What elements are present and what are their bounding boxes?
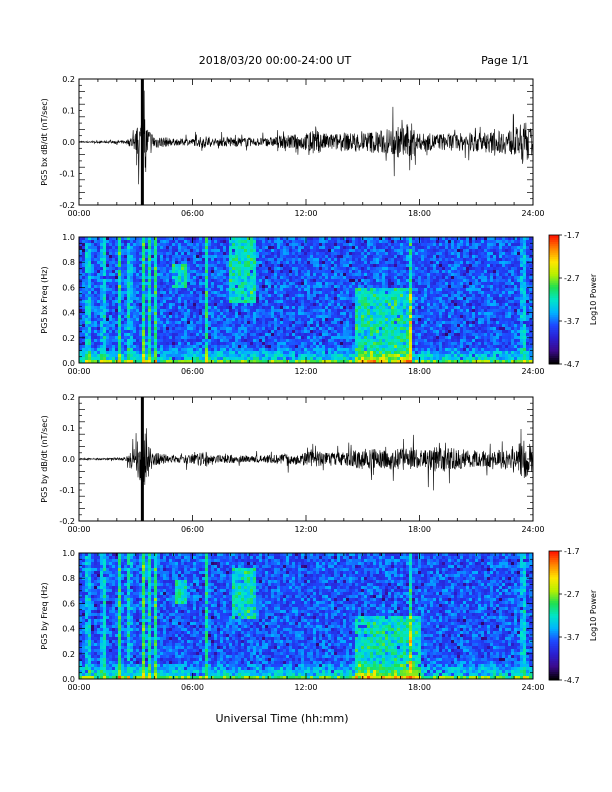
waveform-trace	[78, 90, 534, 188]
spectrogram-cells	[79, 237, 533, 363]
y-tick-label: 0.0	[62, 359, 75, 368]
y-axis-label: PG5 bx dB/dt (nT/sec)	[40, 98, 49, 185]
waveform-panel: 00:00 06:00 12:00 18:00 24:00 0.2 0.1 0.0 -0.1 -0…	[40, 393, 545, 534]
y-tick-label: -0.2	[59, 201, 75, 210]
colorbar-tick-label: -3.7	[564, 633, 580, 642]
y-tick-label: 0.4	[62, 625, 75, 634]
x-axis-title: Universal Time (hh:mm)	[216, 712, 349, 725]
x-tick-label: 24:00	[521, 683, 544, 692]
y-tick-label: -0.2	[59, 517, 75, 526]
x-tick-label: 12:00	[294, 683, 317, 692]
y-tick-label: 0.8	[62, 258, 75, 267]
colorbar-label: Log10 Power	[589, 589, 598, 641]
colorbar-tick-label: -4.7	[564, 360, 580, 369]
x-tick-label: 24:00	[521, 209, 544, 218]
y-tick-label: 0.6	[62, 283, 75, 292]
y-axis-label: PG5 by Freq (Hz)	[40, 582, 49, 649]
x-tick-label: 18:00	[408, 683, 431, 692]
colorbar: -1.7 -2.7 -3.7 -4.7 Log10 Power	[548, 547, 598, 685]
y-tick-label: 0.0	[62, 138, 75, 147]
y-tick-label: 0.1	[62, 107, 75, 116]
x-tick-label: 18:00	[408, 525, 431, 534]
spike-mark	[140, 397, 144, 521]
y-tick-label: 1.0	[62, 233, 75, 242]
y-tick-label: 0.4	[62, 309, 75, 318]
colorbar-tick-label: -4.7	[564, 676, 580, 685]
plot-frame	[78, 396, 534, 522]
y-tick-label: 0.2	[62, 393, 75, 402]
colorbar-tick-label: -1.7	[564, 231, 580, 240]
x-tick-label: 12:00	[294, 525, 317, 534]
colorbar-label: Log10 Power	[589, 273, 598, 325]
page-title: 2018/03/20 00:00-24:00 UT	[199, 54, 352, 67]
colorbar-tick-label: -3.7	[564, 317, 580, 326]
y-tick-label: 0.2	[62, 650, 75, 659]
waveform-trace	[78, 428, 534, 492]
colorbar-tick-label: -2.7	[564, 274, 580, 283]
spectrogram-panel: 00:00 06:00 12:00 18:00 24:00 1.0 0.8 0.6 0.4 0.2…	[40, 231, 598, 376]
colorbar-tick-label: -2.7	[564, 590, 580, 599]
waveform-panel: 00:00 06:00 12:00 18:00 24:00 0.2 0.1 0.0 -0.1 -0…	[40, 75, 545, 218]
y-tick-label: -0.1	[59, 486, 75, 495]
y-tick-label: 0.0	[62, 675, 75, 684]
colorbar-tick-label: -1.7	[564, 547, 580, 556]
x-tick-label: 06:00	[181, 525, 204, 534]
panels: 00:00 06:00 12:00 18:00 24:00 0.2 0.1 0.0 -0.1 -0…	[40, 75, 598, 692]
y-tick-label: 0.1	[62, 424, 75, 433]
x-tick-label: 06:00	[181, 209, 204, 218]
x-tick-label: 00:00	[67, 367, 90, 376]
y-axis-label: PG5 by dB/dt (nT/sec)	[40, 415, 49, 502]
spectrogram-cells	[79, 553, 533, 679]
y-tick-label: 1.0	[62, 549, 75, 558]
colorbar-frame	[548, 234, 560, 365]
x-tick-label: 18:00	[408, 367, 431, 376]
x-tick-label: 24:00	[521, 525, 544, 534]
x-tick-label: 18:00	[408, 209, 431, 218]
y-tick-label: 0.6	[62, 599, 75, 608]
x-tick-label: 24:00	[521, 367, 544, 376]
x-tick-label: 00:00	[67, 683, 90, 692]
x-tick-label: 12:00	[294, 367, 317, 376]
colorbar: -1.7 -2.7 -3.7 -4.7 Log10 Power	[548, 231, 598, 369]
plot-frame	[78, 78, 534, 206]
page-number: Page 1/1	[481, 54, 529, 67]
x-tick-label: 06:00	[181, 367, 204, 376]
x-tick-label: 12:00	[294, 209, 317, 218]
y-tick-label: -0.1	[59, 170, 75, 179]
spectrogram-panel: 00:00 06:00 12:00 18:00 24:00 1.0 0.8 0.6 0.4 0.2…	[40, 547, 598, 692]
y-tick-label: 0.0	[62, 455, 75, 464]
y-axis-label: PG5 bx Freq (Hz)	[40, 266, 49, 333]
x-tick-label: 06:00	[181, 683, 204, 692]
colorbar-frame	[548, 550, 560, 681]
y-tick-label: 0.8	[62, 574, 75, 583]
y-tick-label: 0.2	[62, 334, 75, 343]
x-tick-label: 00:00	[67, 525, 90, 534]
y-tick-label: 0.2	[62, 75, 75, 84]
spike-mark	[140, 79, 144, 205]
x-tick-label: 00:00	[67, 209, 90, 218]
